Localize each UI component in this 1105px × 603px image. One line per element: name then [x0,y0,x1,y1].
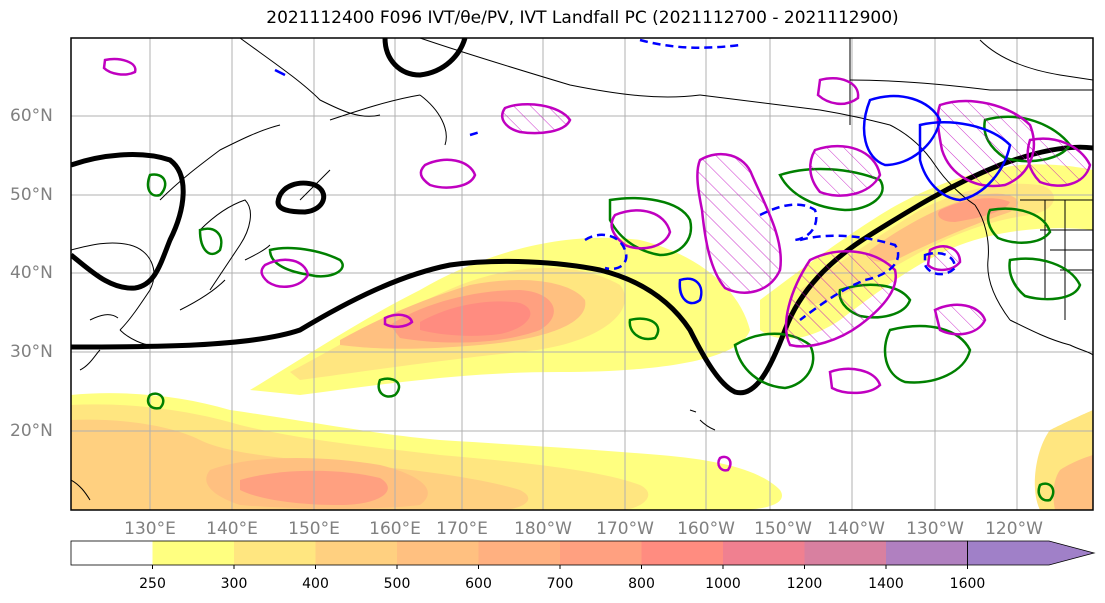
lon-label-140e: 140°E [206,519,258,539]
lat-label-60n: 60°N [10,106,53,126]
colorbar-segment [315,541,398,565]
colorbar-segment [71,541,153,565]
colorbar-tick-label: 300 [220,576,248,592]
lat-label-40n: 40°N [10,263,53,283]
lon-label-140w: 140°W [827,519,885,539]
colorbar-tick-label: 1200 [786,576,823,592]
colorbar-tick-label: 600 [465,576,492,592]
magenta-contours [102,57,1092,472]
lon-label-150w: 150°W [754,519,812,539]
blue-contours [274,38,1012,322]
colorbar-segment [886,541,968,565]
colorbar-segment [152,541,235,565]
lon-label-160w: 160°W [677,519,735,539]
colorbar-tick-label: 250 [139,576,166,592]
map-frame [70,37,1094,511]
lon-label-130e: 130°E [124,519,176,539]
lon-label-160e: 160°E [369,519,421,539]
lon-label-120w: 120°W [985,519,1043,539]
colorbar [70,540,1096,569]
colorbar-segment [478,541,561,565]
lon-label-130w: 130°W [906,519,964,539]
colorbar-tick-label: 1000 [705,576,741,592]
colorbar-segment [804,541,887,565]
colorbar-segment [641,541,724,565]
colorbar-extend-segment [967,540,1096,566]
colorbar-segment [234,541,316,565]
lon-label-170w: 170°W [596,519,654,539]
map-title: 2021112400 F096 IVT/θe/PV, IVT Landfall … [266,8,899,28]
colorbar-tick-label: 700 [546,576,574,592]
lat-label-50n: 50°N [10,185,53,205]
colorbar-segment [560,541,642,565]
lat-label-30n: 30°N [10,342,53,362]
colorbar-tick-label: 1400 [868,576,904,592]
lat-label-20n: 20°N [10,421,53,441]
pv-contour [71,38,1093,396]
colorbar-frame [70,540,968,566]
colorbar-segment [397,541,479,565]
lon-label-150e: 150°E [288,519,340,539]
colorbar-tick-label: 400 [302,576,329,592]
lon-label-180w: 180°W [514,519,572,539]
colorbar-segment [723,541,805,565]
lon-label-170e: 170°E [436,519,488,539]
colorbar-tick-label: 1600 [949,576,986,592]
colorbar-tick-label: 500 [383,576,411,592]
colorbar-tick-label: 800 [628,576,655,592]
